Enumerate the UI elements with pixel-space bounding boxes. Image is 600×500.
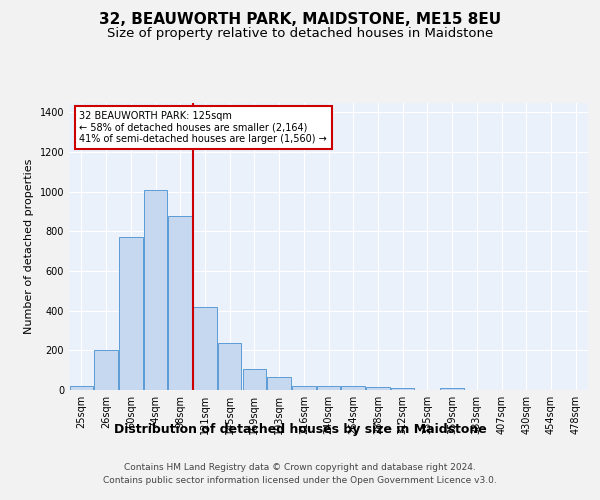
Text: Contains HM Land Registry data © Crown copyright and database right 2024.: Contains HM Land Registry data © Crown c…	[124, 462, 476, 471]
Bar	[218, 344, 241, 390]
Bar	[391, 388, 415, 390]
Bar	[268, 377, 291, 390]
Bar	[366, 387, 389, 390]
Bar	[70, 386, 93, 390]
Bar	[317, 386, 340, 390]
Bar	[94, 350, 118, 390]
Bar	[440, 388, 464, 390]
Y-axis label: Number of detached properties: Number of detached properties	[24, 158, 34, 334]
Bar	[292, 386, 316, 390]
Bar	[169, 216, 192, 390]
Bar	[341, 386, 365, 390]
Bar	[144, 190, 167, 390]
Bar	[193, 306, 217, 390]
Bar	[119, 238, 143, 390]
Text: Distribution of detached houses by size in Maidstone: Distribution of detached houses by size …	[113, 422, 487, 436]
Bar	[242, 369, 266, 390]
Text: 32, BEAUWORTH PARK, MAIDSTONE, ME15 8EU: 32, BEAUWORTH PARK, MAIDSTONE, ME15 8EU	[99, 12, 501, 28]
Text: 32 BEAUWORTH PARK: 125sqm
← 58% of detached houses are smaller (2,164)
41% of se: 32 BEAUWORTH PARK: 125sqm ← 58% of detac…	[79, 111, 327, 144]
Text: Contains public sector information licensed under the Open Government Licence v3: Contains public sector information licen…	[103, 476, 497, 485]
Text: Size of property relative to detached houses in Maidstone: Size of property relative to detached ho…	[107, 28, 493, 40]
